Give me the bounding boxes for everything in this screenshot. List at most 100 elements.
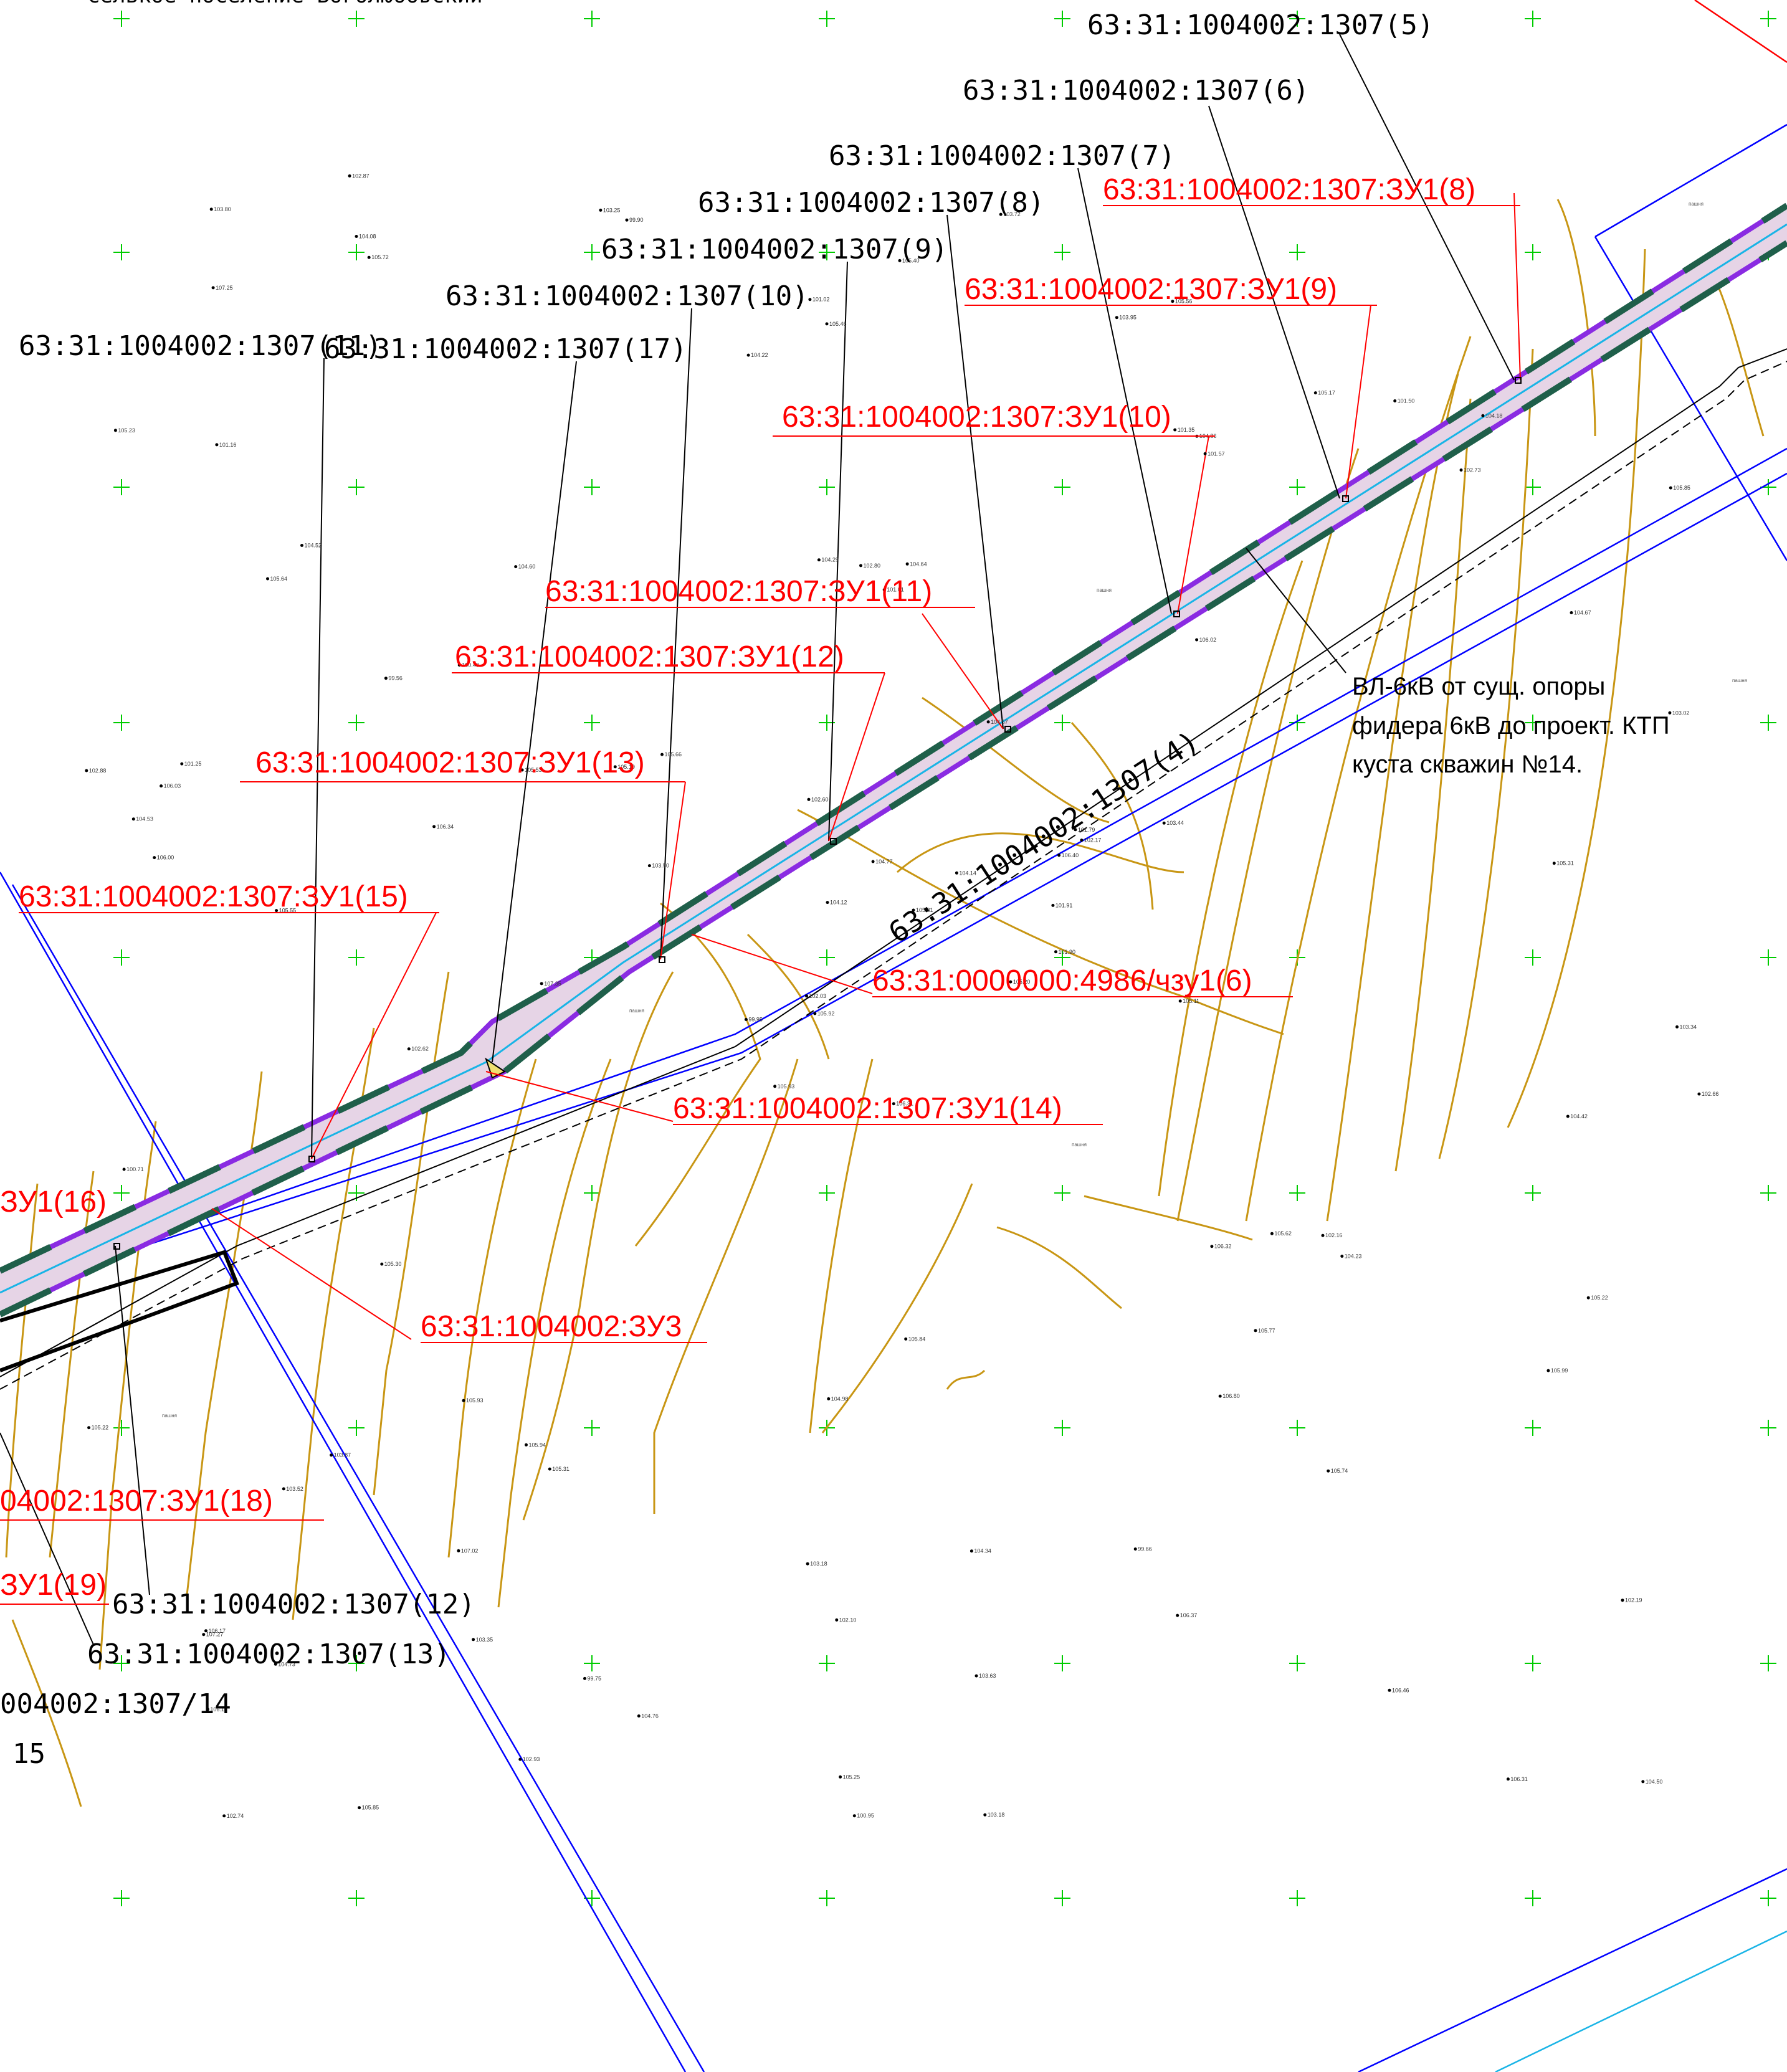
elevation-label: 103.72 — [1003, 211, 1021, 217]
elevation-label: 103.44 — [1166, 820, 1184, 826]
elevation-label: 105.55 — [279, 908, 297, 914]
contour-lines — [5, 199, 1765, 1807]
contour-line — [821, 1183, 973, 1433]
elevation-label: 103.87 — [334, 1452, 351, 1458]
elevation-dot — [898, 259, 902, 262]
elevation-dot — [1586, 1296, 1590, 1300]
elevation-label: 103.35 — [476, 1637, 493, 1643]
grid-cross — [113, 1890, 130, 1906]
boundary-lines — [0, 123, 1787, 2072]
elevation-dot — [1133, 1547, 1137, 1551]
elevation-label: 106.40 — [1062, 852, 1079, 858]
elevation-dot — [1203, 452, 1207, 455]
elevation-label: 103.18 — [988, 1812, 1005, 1818]
point-note-label: пашня — [629, 1008, 644, 1014]
elevation-label: 104.73 — [278, 1661, 295, 1667]
elevation-label: 101.90 — [1059, 949, 1076, 955]
grid-cross — [1760, 949, 1776, 966]
leader-line — [311, 912, 437, 1159]
grid-cross — [1525, 1420, 1541, 1436]
boundary-line — [1594, 236, 1787, 561]
elevation-label: 105.74 — [1331, 1468, 1348, 1474]
elevation-dot — [1340, 1255, 1344, 1258]
grid-cross — [113, 1420, 130, 1436]
pole-marker — [1004, 726, 1011, 733]
grid-cross — [1525, 1185, 1541, 1201]
elevation-dot — [1459, 468, 1463, 472]
elevation-dot — [1506, 1777, 1510, 1781]
zu1-label-14: 63:31:1004002:1307:ЗУ1(14) — [673, 1092, 1062, 1125]
elevation-dot — [613, 765, 617, 769]
elevation-dot — [113, 429, 117, 432]
cadastral-label-8: 63:31:1004002:1307(8) — [698, 187, 1044, 219]
elevation-dot — [282, 1487, 285, 1491]
elevation-dot — [904, 1337, 908, 1341]
elevation-dot — [1481, 414, 1485, 417]
grid-cross — [1525, 11, 1541, 27]
elevation-label: 106.31 — [1510, 1776, 1528, 1782]
elevation-label: 105.85 — [362, 1805, 379, 1811]
note-line-2: фидера 6кВ до проект. КТП — [1352, 712, 1670, 739]
note-line-1: ВЛ-6кВ от сущ. опоры — [1352, 673, 1605, 700]
elevation-dot — [647, 864, 651, 868]
corridor-dashes-bottom — [0, 240, 1787, 1318]
boundary-line — [124, 472, 1787, 1253]
contour-line — [5, 1183, 39, 1558]
elevation-label: 106.34 — [437, 824, 454, 830]
label-underlines — [0, 205, 1520, 1605]
pole-marker — [659, 956, 665, 963]
elevation-dot — [222, 1814, 226, 1818]
grid-cross — [113, 11, 130, 27]
grid-cross — [348, 1655, 365, 1671]
zu1-label-12: 63:31:1004002:1307:ЗУ1(12) — [455, 640, 844, 673]
elevation-label: 105.99 — [1551, 1367, 1568, 1374]
parcel-polygon — [0, 1250, 239, 1372]
pole-markers — [113, 377, 1522, 1250]
elevation-label: 99.90 — [629, 217, 644, 223]
elevation-dot — [160, 784, 163, 788]
elevation-dot — [1218, 1394, 1222, 1398]
elevation-label: 102.66 — [1702, 1091, 1719, 1097]
grid-cross — [348, 1420, 365, 1436]
grid-cross — [1525, 949, 1541, 966]
grid-cross — [1760, 11, 1776, 27]
grid-cross — [113, 1655, 130, 1671]
elevation-label: 103.18 — [810, 1561, 827, 1567]
contour-line — [634, 902, 761, 1247]
elevation-dot — [1641, 1780, 1645, 1784]
elevation-dot — [599, 208, 603, 212]
elevation-dot — [986, 720, 990, 724]
elevation-label: 105.31 — [552, 1466, 569, 1472]
contour-line — [1070, 722, 1154, 910]
leader-line — [922, 613, 1004, 729]
contour-line — [922, 696, 1110, 824]
zu1-label-18: 04002:1307:ЗУ1(18) — [0, 1485, 273, 1518]
grid-cross — [1525, 244, 1541, 260]
cadastral-label-13: 63:31:1004002:1307(13) — [87, 1638, 450, 1670]
grid-cross — [584, 244, 600, 260]
elevation-label: 104.76 — [641, 1713, 659, 1719]
leader-line — [1339, 34, 1515, 381]
elevation-label: 104.52 — [305, 543, 322, 549]
elevation-label: 102.93 — [523, 1756, 540, 1762]
zu1-label-10: 63:31:1004002:1307:ЗУ1(10) — [782, 401, 1171, 434]
elevation-label: 104.50 — [1646, 1779, 1663, 1785]
grid-cross — [1289, 11, 1305, 27]
elevation-label: 101.02 — [812, 297, 830, 303]
elevation-dot — [1669, 486, 1672, 490]
elevation-dot — [746, 353, 750, 357]
contour-line — [522, 971, 674, 1521]
elevation-label: 105.31 — [1556, 860, 1574, 867]
elevation-label: 106.32 — [1214, 1243, 1232, 1250]
grid-cross — [1289, 1420, 1305, 1436]
elevation-points: 106.31 105.64 105.92 106.17 106.40 105.31 105.… — [85, 173, 1747, 1819]
elevation-dot — [358, 1806, 361, 1810]
elevation-label: 104.14 — [959, 870, 976, 876]
elevation-dot — [839, 1775, 842, 1779]
boundary-line — [143, 447, 1787, 1241]
point-note-label: пашня — [1097, 587, 1112, 593]
elevation-dot — [826, 901, 829, 905]
elevation-label: 102.87 — [352, 173, 369, 179]
contour-line — [1556, 199, 1596, 437]
